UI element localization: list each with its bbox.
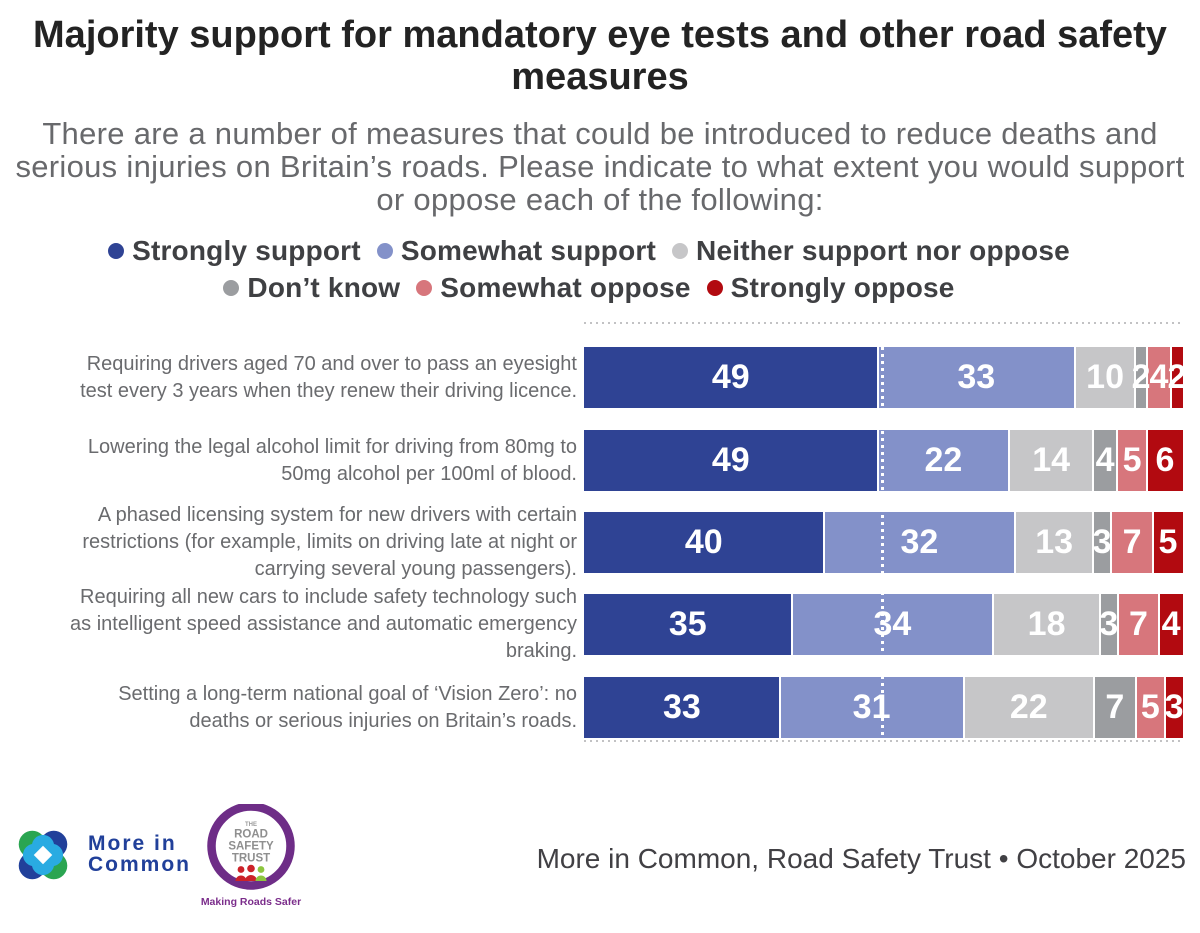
svg-text:TRUST: TRUST <box>232 853 270 865</box>
svg-text:ROAD: ROAD <box>234 829 268 841</box>
svg-text:SAFETY: SAFETY <box>228 841 274 853</box>
svg-text:THE: THE <box>245 822 257 828</box>
svg-text:Making Roads Safer: Making Roads Safer <box>201 896 301 908</box>
